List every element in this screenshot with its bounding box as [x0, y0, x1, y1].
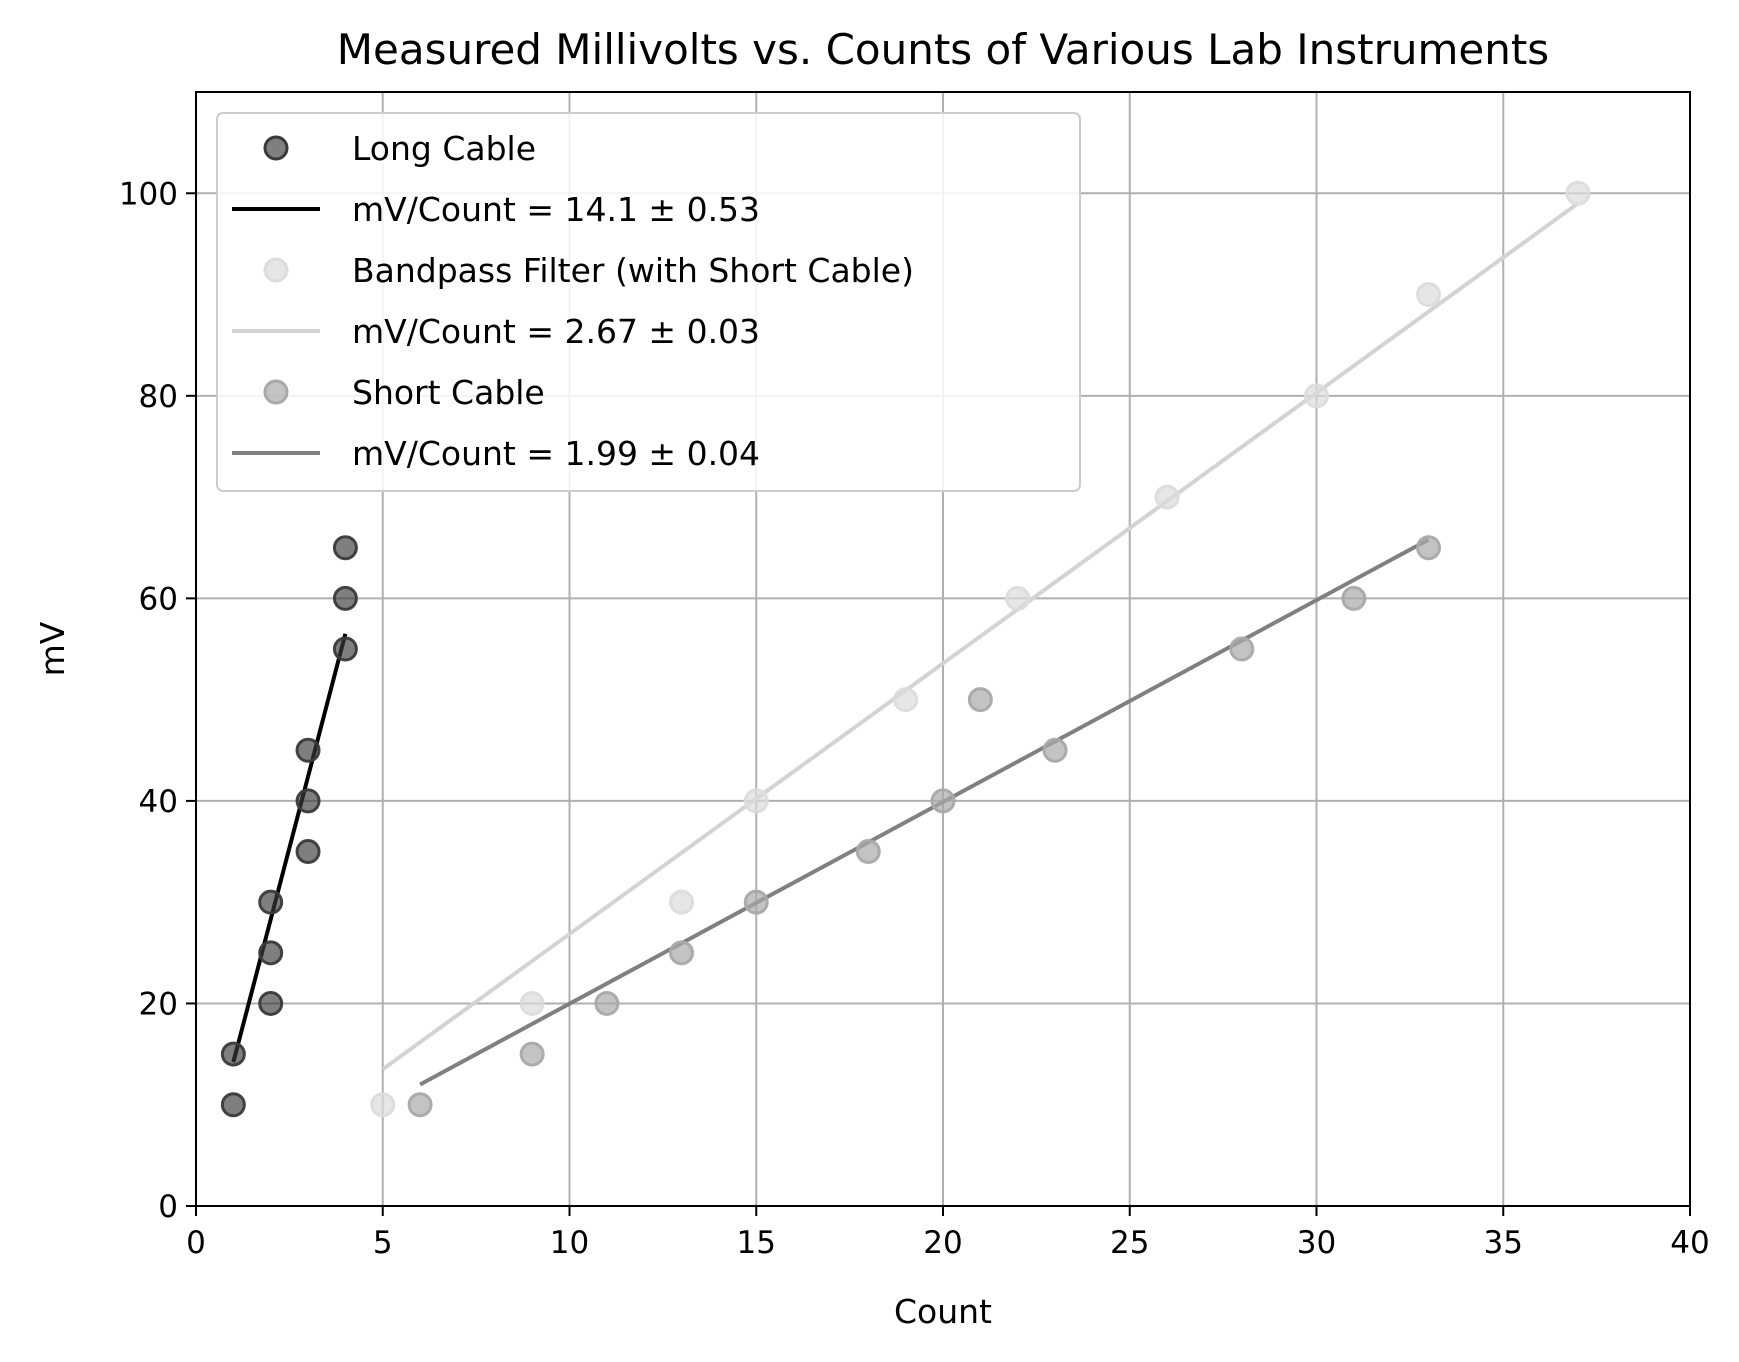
data-point-series-3 [930, 788, 956, 814]
legend-box [216, 112, 1081, 492]
y-tick-label: 60 [139, 581, 178, 617]
data-point-series-1 [258, 940, 284, 966]
data-point-series-3 [967, 687, 993, 713]
x-tick-label: 35 [1484, 1225, 1523, 1261]
legend-label-series-2: Bandpass Filter (with Short Cable) [352, 251, 914, 290]
data-point-series-3 [1229, 636, 1255, 662]
data-point-series-2 [893, 687, 919, 713]
y-tick-label: 20 [139, 986, 178, 1022]
x-tick-label: 5 [373, 1225, 393, 1261]
fit-line-series-2 [381, 201, 1580, 1071]
data-point-series-3 [855, 839, 881, 865]
legend-fit-label-series-2: mV/Count = 2.67 ± 0.03 [352, 312, 760, 351]
x-tick-label: 40 [1670, 1225, 1709, 1261]
x-tick-label: 25 [1110, 1225, 1149, 1261]
data-point-series-3 [1416, 535, 1442, 561]
data-point-series-2 [519, 990, 545, 1016]
data-point-series-2 [370, 1092, 396, 1118]
x-tick-label: 10 [550, 1225, 589, 1261]
fit-line-series-3 [419, 537, 1430, 1087]
y-tick-label: 0 [158, 1189, 178, 1225]
fit-lines [231, 201, 1580, 1087]
data-point-series-3 [594, 990, 620, 1016]
data-point-series-1 [295, 839, 321, 865]
data-point-series-2 [1565, 180, 1591, 206]
data-point-series-1 [258, 990, 284, 1016]
data-point-series-1 [220, 1092, 246, 1118]
x-tick-label: 15 [737, 1225, 776, 1261]
chart-title: Measured Millivolts vs. Counts of Variou… [337, 25, 1549, 74]
y-axis-label: mV [33, 621, 72, 676]
data-point-series-2 [1154, 484, 1180, 510]
data-point-series-3 [1042, 737, 1068, 763]
data-point-series-1 [295, 788, 321, 814]
x-tick-label: 20 [923, 1225, 962, 1261]
data-point-series-3 [1341, 585, 1367, 611]
data-point-series-2 [1005, 585, 1031, 611]
data-point-series-3 [669, 940, 695, 966]
y-tick-label: 80 [139, 379, 178, 415]
data-point-series-1 [332, 585, 358, 611]
axis-ticks: 0 5 10 15 20 25 30 35 40 0 20 40 60 80 100 [119, 176, 1710, 1261]
data-point-series-2 [743, 788, 769, 814]
legend-marker-series-3 [263, 379, 289, 405]
data-point-series-1 [332, 535, 358, 561]
data-point-series-1 [258, 889, 284, 915]
legend-label-series-1: Long Cable [352, 129, 536, 168]
data-point-series-3 [743, 889, 769, 915]
y-tick-label: 40 [139, 784, 178, 820]
y-tick-label: 100 [119, 176, 178, 212]
data-point-series-3 [407, 1092, 433, 1118]
x-axis-label: Count [894, 1292, 992, 1331]
legend: Long Cable mV/Count = 14.1 ± 0.53 Bandpass… [216, 112, 1081, 492]
fit-line-series-1 [231, 633, 348, 1063]
legend-fit-label-series-3: mV/Count = 1.99 ± 0.04 [352, 434, 760, 473]
data-point-series-1 [220, 1041, 246, 1067]
data-point-series-2 [669, 889, 695, 915]
legend-marker-series-1 [263, 135, 289, 161]
data-points [220, 180, 1591, 1118]
data-point-series-3 [519, 1041, 545, 1067]
data-point-series-2 [1416, 282, 1442, 308]
legend-marker-series-2 [263, 257, 289, 283]
data-point-series-1 [332, 636, 358, 662]
x-tick-label: 0 [186, 1225, 206, 1261]
data-point-series-1 [295, 737, 321, 763]
legend-fit-label-series-1: mV/Count = 14.1 ± 0.53 [352, 190, 760, 229]
x-tick-label: 30 [1297, 1225, 1336, 1261]
data-point-series-2 [1304, 383, 1329, 409]
legend-label-series-3: Short Cable [352, 373, 545, 412]
